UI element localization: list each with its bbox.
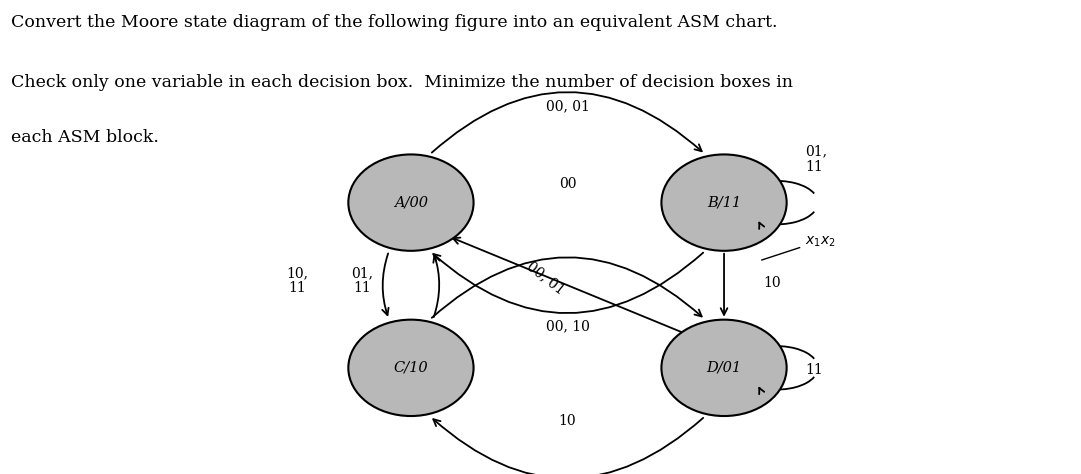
Text: 01,
11: 01, 11 <box>805 144 827 174</box>
Ellipse shape <box>348 155 473 251</box>
Text: D/01: D/01 <box>707 361 742 375</box>
Ellipse shape <box>662 319 787 416</box>
Text: 00: 00 <box>559 177 576 191</box>
Text: 10: 10 <box>559 414 576 428</box>
Text: C/10: C/10 <box>393 361 428 375</box>
Text: 10,
11: 10, 11 <box>286 266 308 295</box>
Text: Convert the Moore state diagram of the following figure into an equivalent ASM c: Convert the Moore state diagram of the f… <box>12 15 778 31</box>
Ellipse shape <box>348 319 473 416</box>
Text: 00, 10: 00, 10 <box>546 319 589 334</box>
Text: 11: 11 <box>805 363 823 377</box>
Text: 00, 01: 00, 01 <box>546 99 589 113</box>
Text: 10: 10 <box>764 276 782 290</box>
Ellipse shape <box>662 155 787 251</box>
Text: A/00: A/00 <box>393 196 428 210</box>
Text: B/11: B/11 <box>707 196 742 210</box>
Text: each ASM block.: each ASM block. <box>12 129 159 146</box>
Text: 00, 01: 00, 01 <box>524 259 568 297</box>
Text: $x_1x_2$: $x_1x_2$ <box>805 235 836 249</box>
Text: 01,
11: 01, 11 <box>351 266 373 295</box>
Text: Check only one variable in each decision box.  Minimize the number of decision b: Check only one variable in each decision… <box>12 74 793 91</box>
